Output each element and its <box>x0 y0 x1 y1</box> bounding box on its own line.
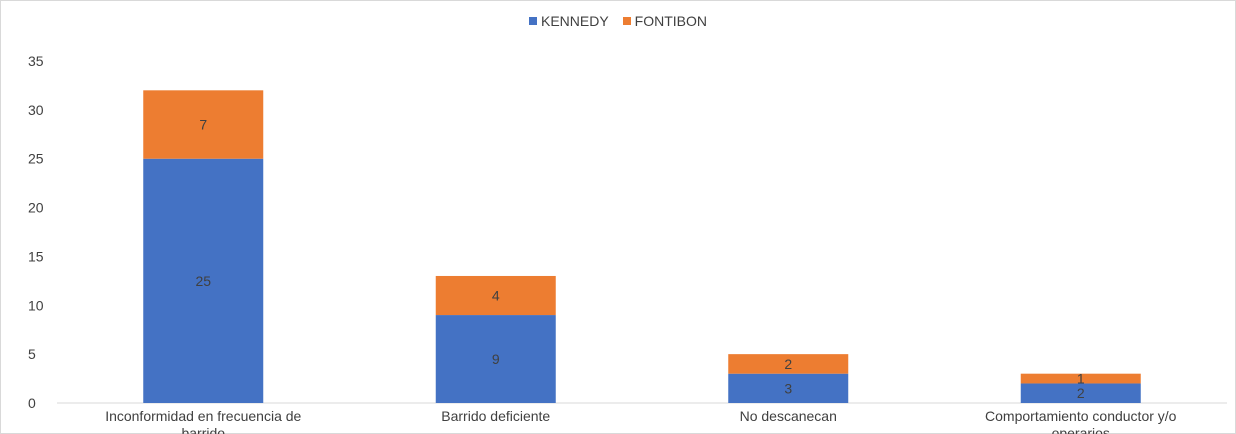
y-tick-label-5: 5 <box>28 346 36 362</box>
x-category-label-2: No descanecan <box>740 408 837 424</box>
x-category-label-line: Comportamiento conductor y/o <box>985 408 1177 424</box>
x-category-label-1: Barrido deficiente <box>441 408 550 424</box>
x-category-label-3: Comportamiento conductor y/o operarios <box>985 408 1177 434</box>
data-label-fontibon-2: 2 <box>784 356 792 372</box>
x-category-label-line: operarios <box>1052 425 1110 434</box>
bar-fontibon-1 <box>435 275 556 316</box>
legend-label-fontibon: FONTIBON <box>634 13 708 29</box>
x-category-label-0: Inconformidad en frecuencia de barrido <box>105 408 301 434</box>
legend-swatch-fontibon <box>622 17 631 25</box>
legend-label-kennedy: KENNEDY <box>540 13 609 29</box>
y-tick-label-15: 15 <box>28 248 44 264</box>
legend: KENNEDY FONTIBON <box>0 13 1236 29</box>
x-category-label-line: barrido <box>181 425 225 434</box>
legend-swatch-kennedy <box>528 17 537 25</box>
data-label-fontibon-3: 1 <box>1077 371 1085 387</box>
bar-kennedy-0 <box>143 158 264 403</box>
x-category-label-line: Barrido deficiente <box>441 408 550 424</box>
x-category-label-line: Inconformidad en frecuencia de <box>105 408 301 424</box>
data-label-kennedy-3: 2 <box>1077 385 1085 401</box>
bar-fontibon-2 <box>728 354 849 374</box>
y-tick-label-0: 0 <box>28 395 36 411</box>
y-tick-label-30: 30 <box>28 102 44 118</box>
y-tick-label-20: 20 <box>28 200 44 216</box>
bar-kennedy-2 <box>728 373 849 403</box>
legend-item-kennedy: KENNEDY <box>528 13 609 29</box>
data-label-kennedy-1: 9 <box>492 351 500 367</box>
bar-fontibon-0 <box>143 90 264 159</box>
data-label-fontibon-0: 7 <box>199 117 207 133</box>
data-label-kennedy-0: 25 <box>195 273 211 289</box>
y-tick-label-10: 10 <box>28 297 44 313</box>
data-label-kennedy-2: 3 <box>784 380 792 396</box>
bar-fontibon-3 <box>1020 373 1141 384</box>
x-category-label-line: No descanecan <box>740 408 837 424</box>
data-label-fontibon-1: 4 <box>492 288 500 304</box>
legend-item-fontibon: FONTIBON <box>622 13 708 29</box>
y-tick-label-25: 25 <box>28 151 44 167</box>
bar-kennedy-3 <box>1020 383 1141 403</box>
bar-kennedy-1 <box>435 315 556 403</box>
y-tick-label-35: 35 <box>28 53 44 69</box>
